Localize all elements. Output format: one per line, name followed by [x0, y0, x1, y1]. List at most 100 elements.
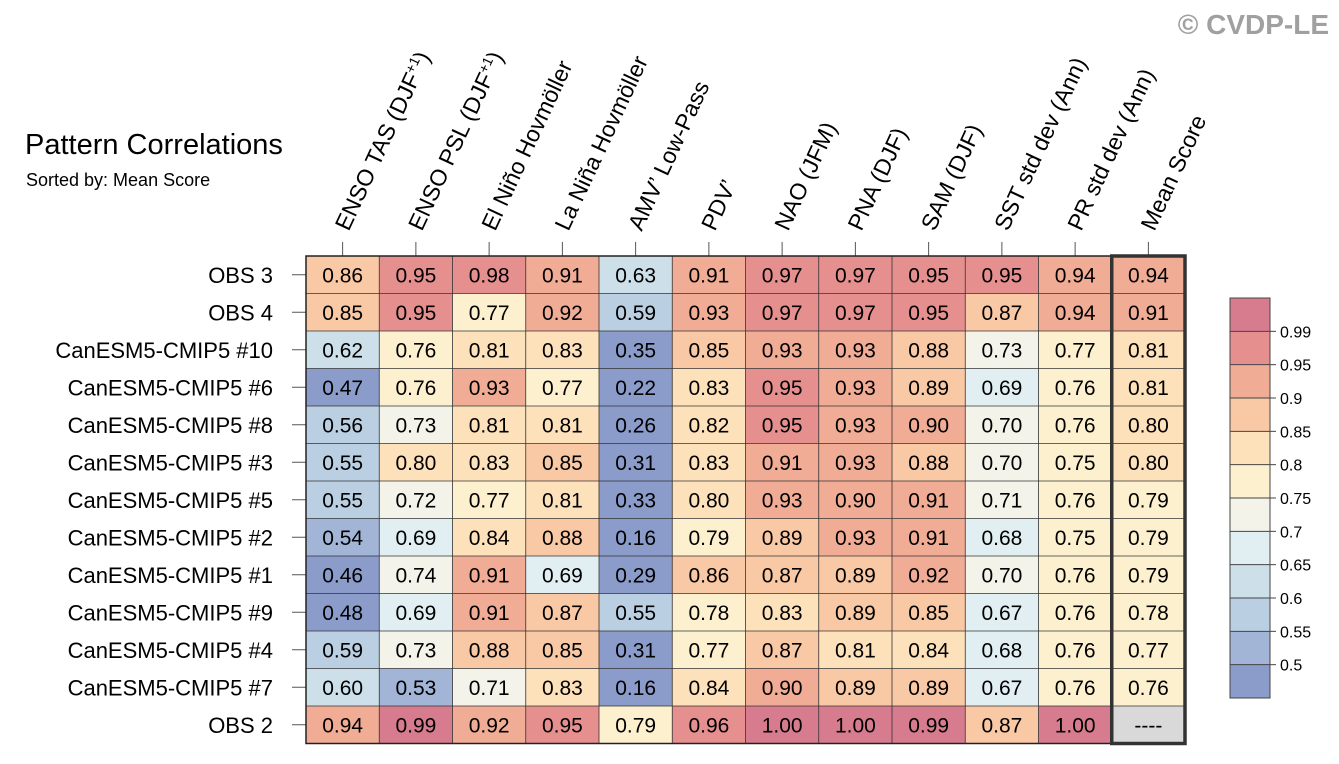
cell-value-label: 0.69 [395, 527, 436, 550]
heatmap-cell [1038, 443, 1112, 481]
heatmap-cell [818, 631, 892, 669]
heatmap-cell [599, 481, 673, 519]
heatmap-cell [965, 481, 1039, 519]
heatmap-cell [306, 706, 380, 744]
heatmap-cell [672, 668, 746, 706]
cell-value-label: 0.81 [835, 639, 876, 662]
heatmap-cell [306, 518, 380, 556]
column-label: PNA (DJF) [842, 124, 912, 235]
cell-value-label: 0.92 [469, 714, 510, 737]
heatmap-cell [452, 706, 526, 744]
heatmap-cell [745, 331, 819, 369]
heatmap-cell [818, 593, 892, 631]
heatmap-cell [1038, 256, 1112, 294]
cell-value-label: 0.95 [908, 264, 949, 287]
heatmap-cell [1038, 706, 1112, 744]
heatmap-cell [452, 331, 526, 369]
cell-value-label: 0.78 [688, 602, 729, 625]
cell-value-label: 0.80 [395, 452, 436, 475]
heatmap-cell [1038, 481, 1112, 519]
row-label: CanESM5-CMIP5 #8 [68, 413, 273, 438]
cell-value-label: 0.77 [688, 639, 729, 662]
cell-value-label: 0.97 [835, 302, 876, 325]
cell-value-label: 0.91 [908, 489, 949, 512]
cell-value-label: 0.88 [469, 639, 510, 662]
cell-value-label: 1.00 [835, 714, 876, 737]
cell-value-label: 0.91 [688, 264, 729, 287]
cell-value-label: 0.88 [542, 527, 583, 550]
cell-value-label: 0.90 [835, 489, 876, 512]
cell-value-label: 0.54 [322, 527, 363, 550]
colorbar-tick-label: 0.7 [1280, 524, 1302, 541]
colorbar-tick-label: 0.85 [1280, 424, 1311, 441]
cell-value-label: 0.81 [1128, 377, 1169, 400]
row-label: CanESM5-CMIP5 #2 [68, 525, 273, 550]
heatmap-cell [599, 631, 673, 669]
cell-value-label: 0.79 [1128, 527, 1169, 550]
cell-value-label: 0.92 [908, 564, 949, 587]
heatmap-cell [379, 368, 453, 406]
colorbar-tick-label: 0.65 [1280, 558, 1311, 575]
heatmap-cell [892, 256, 966, 294]
heatmap-cell [1111, 481, 1185, 519]
cell-value-label: 0.76 [1055, 377, 1096, 400]
cell-value-label: 0.93 [835, 377, 876, 400]
cell-value-label: 0.87 [981, 302, 1022, 325]
heatmap-cell [818, 368, 892, 406]
row-label: OBS 3 [208, 263, 273, 288]
cell-value-label: 0.91 [762, 452, 803, 475]
cell-value-label: 0.95 [762, 377, 803, 400]
heatmap-cell [672, 443, 746, 481]
cell-value-label: 0.88 [908, 452, 949, 475]
heatmap-cell [599, 256, 673, 294]
cell-value-label: 0.99 [908, 714, 949, 737]
heatmap-cell [599, 593, 673, 631]
cell-value-label: 0.70 [981, 564, 1022, 587]
heatmap-cell [745, 481, 819, 519]
heatmap-cell [818, 331, 892, 369]
heatmap-cell [892, 556, 966, 594]
heatmap-cell [892, 293, 966, 331]
cell-value-label: 0.70 [981, 452, 1022, 475]
heatmap-cell [306, 406, 380, 444]
heatmap-cell [599, 331, 673, 369]
heatmap-cell [599, 556, 673, 594]
heatmap-cell [306, 443, 380, 481]
heatmap-cell [1038, 631, 1112, 669]
cell-value-label: 0.85 [542, 639, 583, 662]
heatmap-cell [818, 293, 892, 331]
heatmap-cell [452, 518, 526, 556]
cell-value-label: 0.76 [1055, 489, 1096, 512]
cell-value-label: 0.55 [322, 452, 363, 475]
colorbar-segment [1230, 364, 1270, 398]
cell-value-label: 0.79 [1128, 564, 1169, 587]
heatmap-cell [306, 368, 380, 406]
heatmap-cell [379, 556, 453, 594]
cell-value-label: 0.55 [615, 602, 656, 625]
heatmap-cell [745, 631, 819, 669]
heatmap-cell [452, 481, 526, 519]
heatmap-cell [892, 406, 966, 444]
row-label: CanESM5-CMIP5 #9 [68, 600, 273, 625]
heatmap-cell [525, 481, 599, 519]
heatmap-cell [599, 668, 673, 706]
cell-value-label: 0.33 [615, 489, 656, 512]
heatmap-cell [525, 593, 599, 631]
cell-value-label: 0.97 [762, 302, 803, 325]
cell-value-label: 0.82 [688, 414, 729, 437]
heatmap-cell [818, 256, 892, 294]
heatmap-cell [818, 406, 892, 444]
cell-value-label: 0.26 [615, 414, 656, 437]
heatmap-cell [672, 368, 746, 406]
chart-title: Pattern Correlations [25, 129, 283, 161]
cell-value-label: 0.83 [688, 452, 729, 475]
heatmap-cell [525, 518, 599, 556]
cell-value-label: 0.67 [981, 677, 1022, 700]
cell-value-label: 0.98 [469, 264, 510, 287]
cell-value-label: 0.72 [395, 489, 436, 512]
heatmap-cell [965, 368, 1039, 406]
heatmap-cell [599, 406, 673, 444]
heatmap-cell [672, 331, 746, 369]
heatmap-cell [1038, 593, 1112, 631]
